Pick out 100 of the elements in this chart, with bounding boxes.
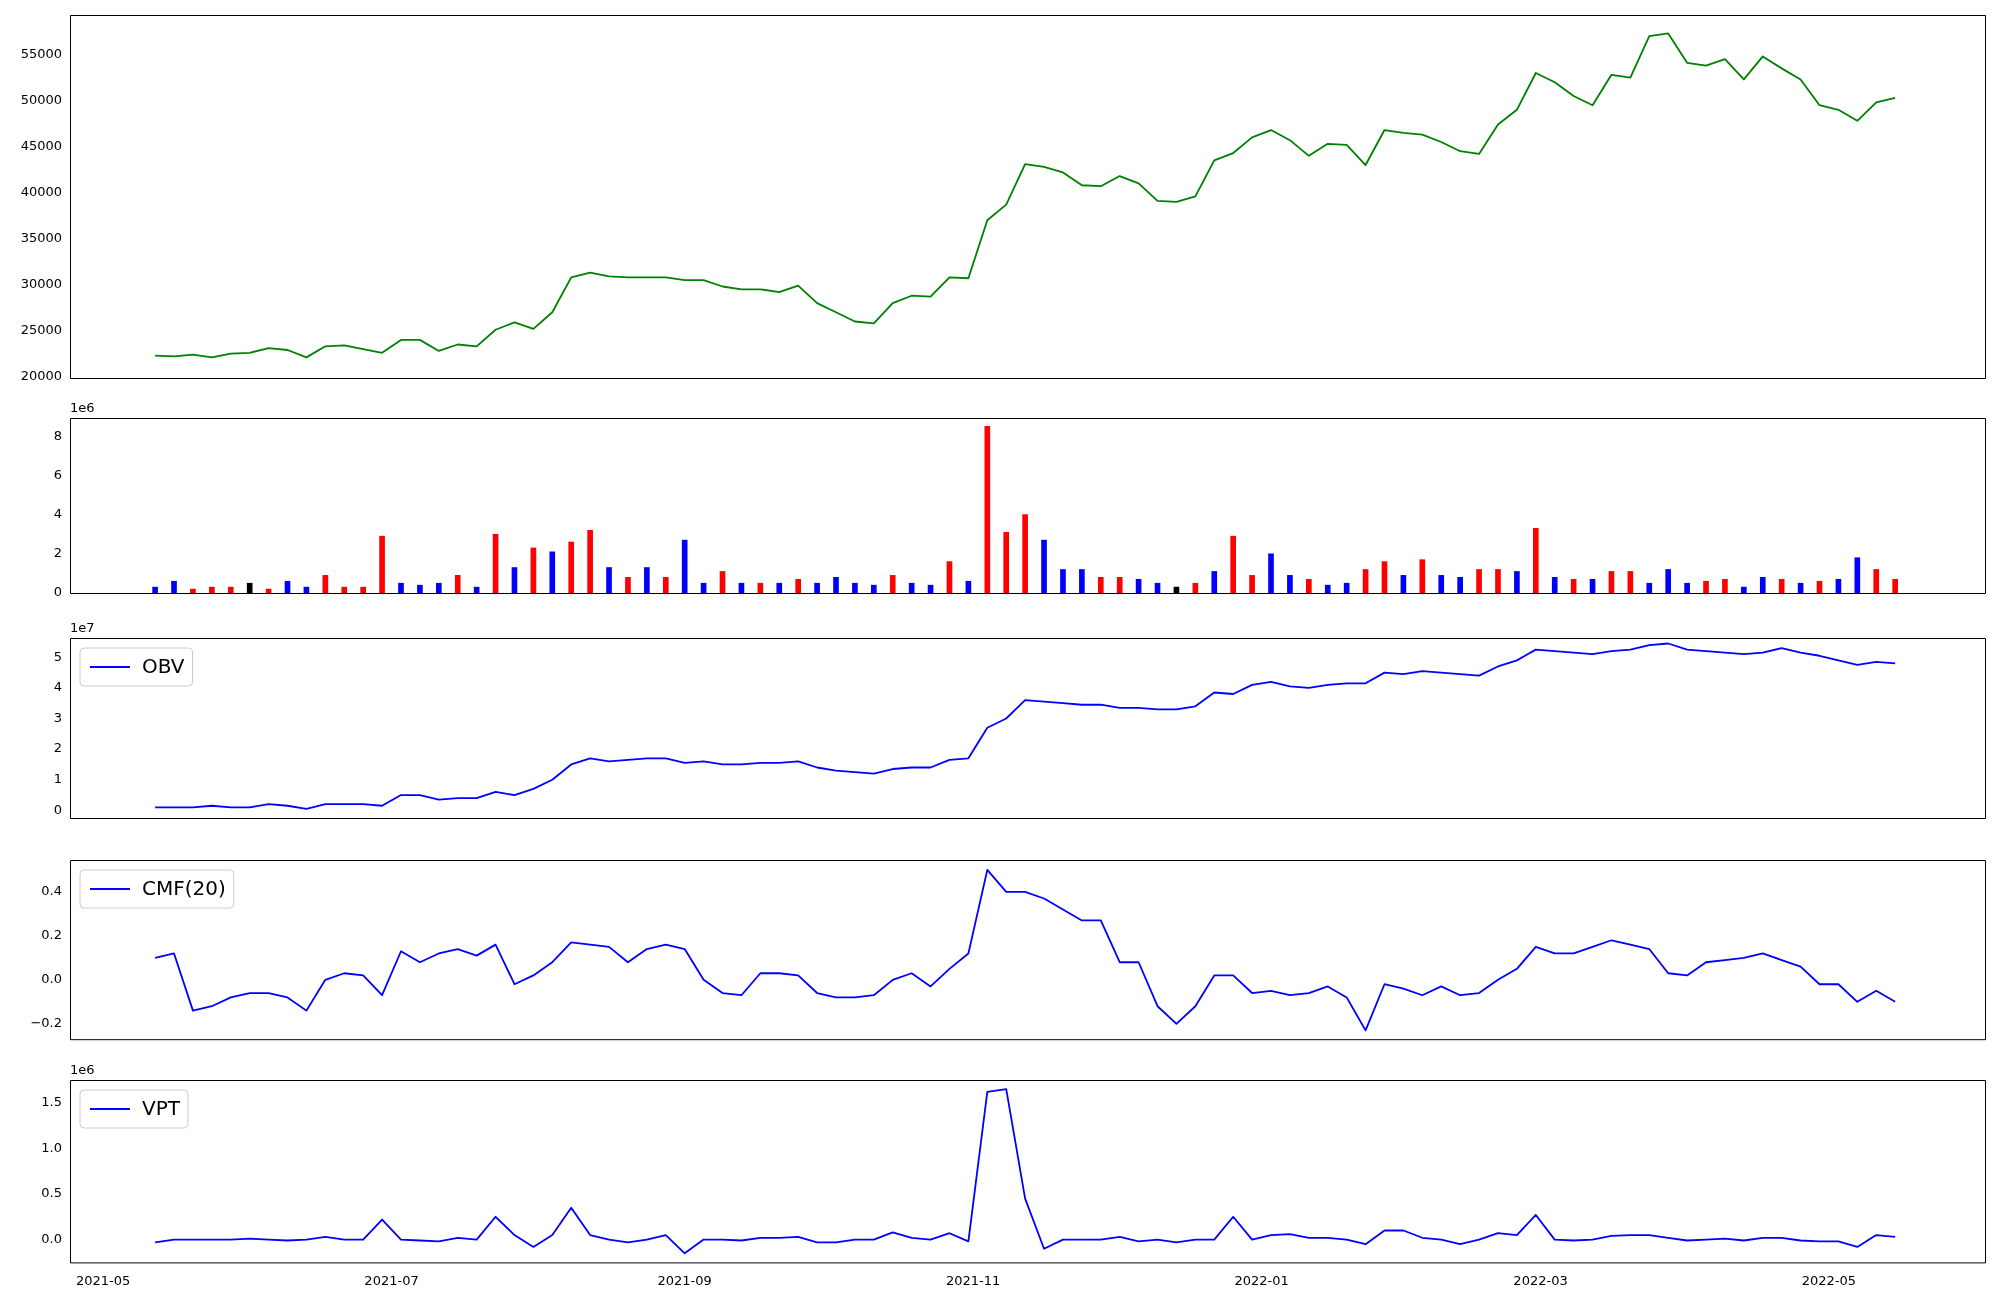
bar	[1646, 582, 1653, 593]
bar	[625, 576, 631, 593]
bar	[417, 584, 423, 593]
y-tick-label: 0.2	[41, 927, 62, 943]
bar	[568, 541, 575, 593]
y-tick-label: 45000	[20, 137, 62, 153]
bar	[398, 582, 404, 593]
bar	[1892, 578, 1898, 593]
bar	[1495, 569, 1501, 593]
y-tick-label: 2	[53, 545, 62, 561]
x-tick-label: 2022-05	[1801, 1272, 1857, 1288]
legend-label: CMF(20)	[142, 876, 226, 901]
y-tick-label: 0.5	[41, 1185, 62, 1201]
bar	[1438, 575, 1445, 593]
y-tick-label: 20000	[20, 368, 62, 384]
bar	[1079, 569, 1085, 593]
bar	[1211, 571, 1218, 593]
bar	[681, 539, 688, 593]
y-tick-label: 6	[53, 466, 62, 482]
bar	[833, 576, 839, 593]
bar	[814, 582, 820, 593]
bar	[1665, 569, 1672, 593]
bar	[171, 580, 177, 593]
y-tick-label: 5	[53, 648, 62, 664]
y-tick-label: 1	[53, 771, 62, 787]
x-tick-label: 2021-05	[75, 1272, 131, 1288]
bar	[606, 567, 612, 593]
y-tick-label: −0.2	[30, 1015, 62, 1031]
bar	[852, 582, 858, 593]
y-tick-label: 1.5	[41, 1094, 62, 1110]
bar	[1703, 580, 1709, 593]
bar	[1022, 514, 1028, 593]
y-tick-label: 4	[53, 679, 62, 695]
legend-label: OBV	[142, 654, 185, 679]
bar	[1249, 575, 1255, 593]
x-tick-label: 2022-01	[1234, 1272, 1289, 1288]
bar	[1873, 569, 1880, 593]
bar	[1060, 569, 1066, 593]
y-tick-label: 0.4	[41, 883, 62, 899]
y-tick-label: 35000	[20, 230, 62, 246]
bar	[1684, 582, 1690, 593]
bar	[1741, 586, 1747, 593]
bar	[435, 582, 442, 593]
y-tick-label: 3	[53, 709, 62, 725]
y-tick-label: 55000	[20, 45, 62, 61]
bar	[209, 586, 215, 593]
bar	[795, 578, 801, 593]
bar	[152, 586, 158, 593]
text: 1e7	[70, 619, 95, 635]
y-tick-label: 1.0	[41, 1139, 62, 1155]
bar	[1324, 584, 1331, 593]
bar	[644, 567, 650, 593]
y-tick-label: 30000	[20, 276, 62, 292]
bar	[379, 535, 385, 593]
text: 1e6	[70, 399, 95, 415]
bar	[1230, 535, 1237, 593]
bar	[190, 588, 196, 593]
bar	[1514, 571, 1520, 593]
bar	[1116, 576, 1123, 593]
y-tick-label: 0	[53, 584, 62, 600]
bar	[227, 586, 234, 593]
bar	[1457, 576, 1463, 593]
bar	[1722, 578, 1728, 593]
bar	[587, 529, 593, 593]
bar	[1778, 578, 1785, 593]
bar	[360, 586, 366, 593]
legend-label: VPT	[142, 1096, 181, 1121]
bar	[1551, 576, 1558, 593]
y-tick-label: 4	[53, 505, 62, 521]
y-tick-label: 50000	[20, 91, 62, 107]
x-tick-label: 2021-11	[945, 1272, 1001, 1288]
bar	[1287, 575, 1293, 593]
bar	[549, 551, 556, 593]
bar	[889, 575, 896, 593]
y-tick-label: 2	[53, 740, 62, 756]
bar	[1041, 539, 1047, 593]
bar	[1306, 578, 1312, 593]
bar	[776, 582, 783, 593]
x-tick-label: 2021-09	[657, 1272, 712, 1288]
y-tick-label: 0.0	[41, 1230, 62, 1246]
bar	[1532, 528, 1539, 593]
y-tick-label: 40000	[20, 184, 62, 200]
bar	[984, 426, 991, 593]
bar	[662, 576, 669, 593]
y-tick-label: 25000	[20, 322, 62, 338]
x-tick-label: 2021-07	[364, 1272, 419, 1288]
bar	[1097, 576, 1104, 593]
bar	[454, 575, 461, 593]
text: 1e6	[70, 1061, 95, 1077]
bar	[1476, 569, 1482, 593]
bar	[1003, 531, 1010, 593]
bar	[1419, 559, 1426, 593]
bar	[871, 584, 877, 593]
bar	[341, 586, 348, 593]
bar	[1759, 576, 1766, 593]
y-tick-label: 0.0	[41, 971, 62, 987]
bar	[1268, 553, 1274, 593]
y-tick-label: 8	[53, 427, 62, 443]
x-tick-label: 2022-03	[1513, 1272, 1568, 1288]
y-tick-label: 0	[53, 801, 62, 817]
